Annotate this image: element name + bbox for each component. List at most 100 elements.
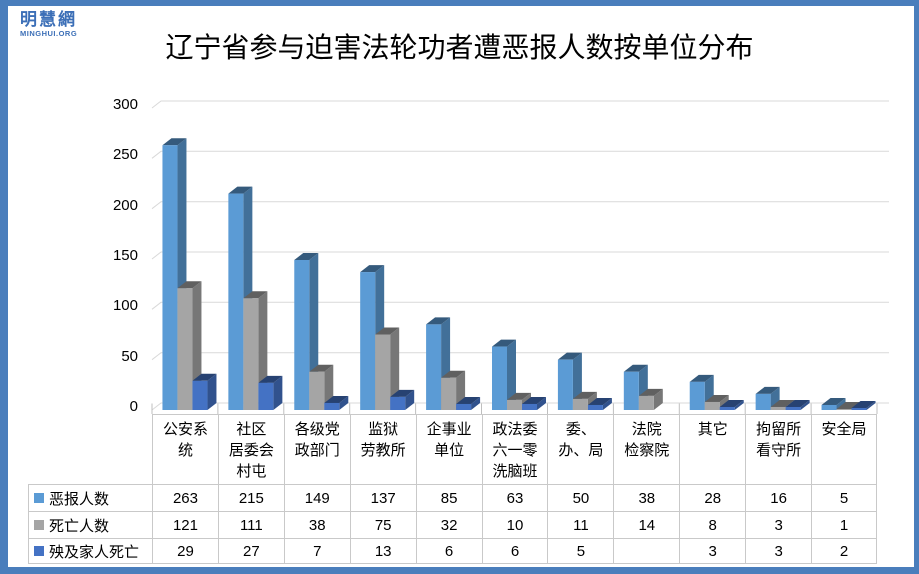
category-header-cell: 拘留所 看守所 [745,414,812,484]
legend-marker [34,520,44,530]
table-corner-spacer [28,414,152,484]
value-cell: 215 [217,484,284,511]
bar [492,346,507,410]
bar-top-face [309,364,334,372]
category-header-cell: 公安系 统 [152,414,218,484]
bar [770,406,786,410]
category-header-cell: 企事业 单位 [415,414,482,484]
value-cell: 3 [679,538,746,564]
legend-label: 殃及家人死亡 [49,543,140,561]
bar [638,395,654,410]
category-header-cell: 委、 办、局 [547,414,614,484]
bar-top-face [836,401,861,409]
bar [704,401,720,410]
bar-top-face [162,138,187,146]
value-cell: 137 [349,484,416,511]
value-cell: 263 [152,484,218,511]
value-cell: 111 [217,511,284,538]
value-cell: 2 [811,538,877,564]
bar-top-face [492,339,516,347]
bar-top-face [587,397,612,405]
bar-side-face [207,373,217,410]
bar-side-face [734,399,744,410]
bar-top-face [785,399,810,407]
bar-top-face [851,400,876,408]
value-cell: 1 [811,511,877,538]
data-table-with-legend: 公安系 统社区 居委会 村屯 各级党 政部门 监狱 劳教所 企事业 单位 政法委 六一零… [28,414,877,564]
category-header-cell: 社区 居委会 村屯 [217,414,284,484]
bar-top-face [258,375,283,383]
bar-side-face [390,327,400,410]
value-cell: 11 [547,511,614,538]
value-cell: 3 [745,538,812,564]
bar-side-face [273,375,283,410]
bar [587,404,603,410]
bar-top-face [507,392,531,400]
bar [821,404,837,410]
value-cell: 38 [283,511,350,538]
bar [522,403,537,410]
bar-side-face [507,339,516,410]
bar-side-face [602,397,612,410]
bar-side-face [471,396,481,410]
bar-top-face [426,317,451,325]
value-cell: 6 [481,538,548,564]
bar-top-face [192,373,217,381]
bar-side-face [866,400,876,410]
bar [689,381,705,410]
value-cell: 8 [679,511,746,538]
bar [390,396,406,410]
minghui-logo-chinese: 明慧網 [20,10,77,29]
bar-top-face [324,395,349,403]
gridline [151,201,889,210]
bar [507,399,522,410]
legend-marker [34,493,44,503]
value-cell: 149 [283,484,350,511]
value-cell: 14 [613,511,680,538]
legend-label: 恶报人数 [49,490,110,508]
bar [162,145,178,410]
bar [755,393,771,410]
y-axis-tick-label: 150 [112,247,138,264]
bar-top-face [821,397,846,405]
bar-top-face [390,389,415,397]
bar [324,402,340,410]
bar [572,398,588,410]
gridline [151,301,889,310]
value-cell: 63 [481,484,548,511]
value-cell: 16 [745,484,812,511]
y-axis-tick-label: 50 [121,347,138,365]
bar-side-face [339,395,349,410]
value-cell: 38 [613,484,680,511]
value-cell: 13 [349,538,416,564]
chart-title: 辽宁省参与迫害法轮功者遭恶报人数按单位分布 [165,32,754,63]
bar-top-face [770,399,795,407]
legend-marker [34,546,44,556]
minghui-logo: 明慧網 MINGHUI.ORG [20,11,77,38]
y-axis-tick-label: 0 [129,398,138,415]
bar-top-face [375,327,400,335]
bar-top-face [623,364,648,372]
gridline [151,352,889,361]
legend-cell: 恶报人数 [28,484,152,511]
value-cell: 85 [415,484,482,511]
value-cell: 3 [745,511,812,538]
bar-side-face [836,397,846,410]
bar-top-face [704,394,729,402]
bar-top-face [522,396,546,404]
bar [309,371,325,410]
value-cell: 7 [283,538,350,564]
category-header-cell: 法院 检察院 [613,414,680,484]
bar [192,380,208,410]
value-cell: 6 [415,538,482,564]
bar [375,334,391,410]
bar-top-face [177,281,202,289]
bar-top-face [360,265,385,273]
bar-top-face [572,391,597,399]
value-cell: 28 [679,484,746,511]
bar-side-face [653,388,663,410]
category-header-cell: 各级党 政部门 [283,414,350,484]
value-cell: 29 [152,538,218,564]
